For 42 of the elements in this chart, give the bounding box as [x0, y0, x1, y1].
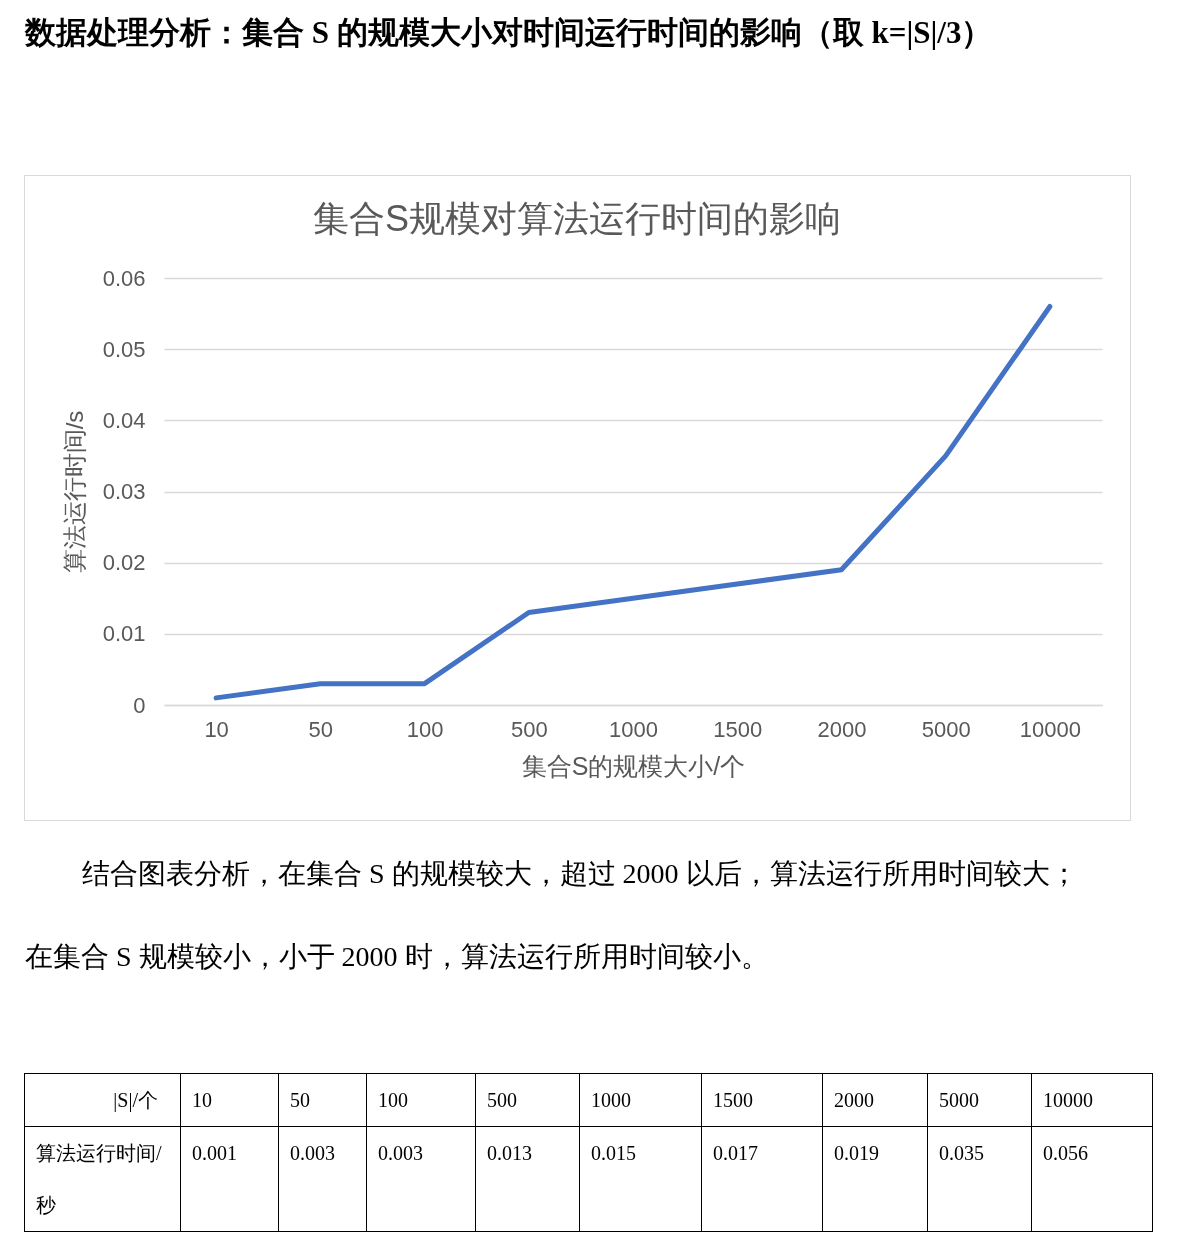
- y-tick-label: 0.02: [102, 550, 146, 576]
- category-label: 50: [290, 1089, 310, 1111]
- text: 算法运行时间/秒: [36, 1142, 162, 1216]
- y-axis-title: 算法运行时间/s: [60, 410, 88, 574]
- x-tick-label: 50: [308, 716, 334, 742]
- data-label: 0.003: [366, 1126, 476, 1232]
- chart-subtitle: 集合S规模对算法运行时间的影响: [312, 198, 842, 239]
- category-label: 100: [378, 1089, 408, 1111]
- y-tick-label: 0.03: [102, 479, 146, 504]
- x-tick-label: 1500: [713, 716, 763, 742]
- text: 结合图表分析，在集合 S 的规模较大，超过 2000 以后，算法运行所用时间较大；: [82, 857, 1078, 891]
- text: |S|/个: [24, 1073, 181, 1127]
- x-tick-label: 5000: [921, 716, 971, 742]
- category-label: 5000: [939, 1089, 979, 1111]
- category-label: 10: [192, 1089, 212, 1111]
- data-label: 0.035: [927, 1126, 1032, 1232]
- data-label: 0.017: [701, 1126, 823, 1232]
- x-axis-title: 集合S的规模大小/个: [521, 751, 746, 780]
- category-label: 500: [487, 1089, 517, 1111]
- category-label: 1000: [591, 1089, 631, 1111]
- x-tick-label: 100: [406, 716, 444, 742]
- data-label: 0.001: [180, 1126, 279, 1232]
- data-label: 0.056: [1031, 1126, 1153, 1232]
- x-tick-label: 2000: [817, 716, 867, 742]
- category-label: 1500: [713, 1089, 753, 1111]
- x-tick-label: 1000: [609, 716, 658, 742]
- data-label: 0.013: [475, 1126, 580, 1232]
- text: 在集合 S 规模较小，小于 2000 时，算法运行所用时间较小。: [25, 940, 769, 974]
- data-label: 0.019: [822, 1126, 928, 1232]
- data-label: 0.003: [278, 1126, 367, 1232]
- y-tick-label: 0: [133, 692, 146, 718]
- category-label: 2000: [834, 1089, 874, 1111]
- x-tick-label: 10000: [1019, 716, 1081, 742]
- x-tick-label: 10: [204, 716, 229, 742]
- category-label: 10000: [1043, 1089, 1093, 1111]
- y-tick-label: 0.04: [102, 407, 146, 433]
- data-label: 0.015: [579, 1126, 702, 1232]
- y-tick-label: 0.06: [102, 265, 146, 291]
- chart-title: 数据处理分析：集合 S 的规模大小对时间运行时间的影响（取 k=|S|/3）: [25, 14, 993, 52]
- x-tick-label: 500: [510, 716, 548, 742]
- y-tick-label: 0.05: [102, 336, 146, 362]
- y-tick-label: 0.01: [102, 621, 146, 647]
